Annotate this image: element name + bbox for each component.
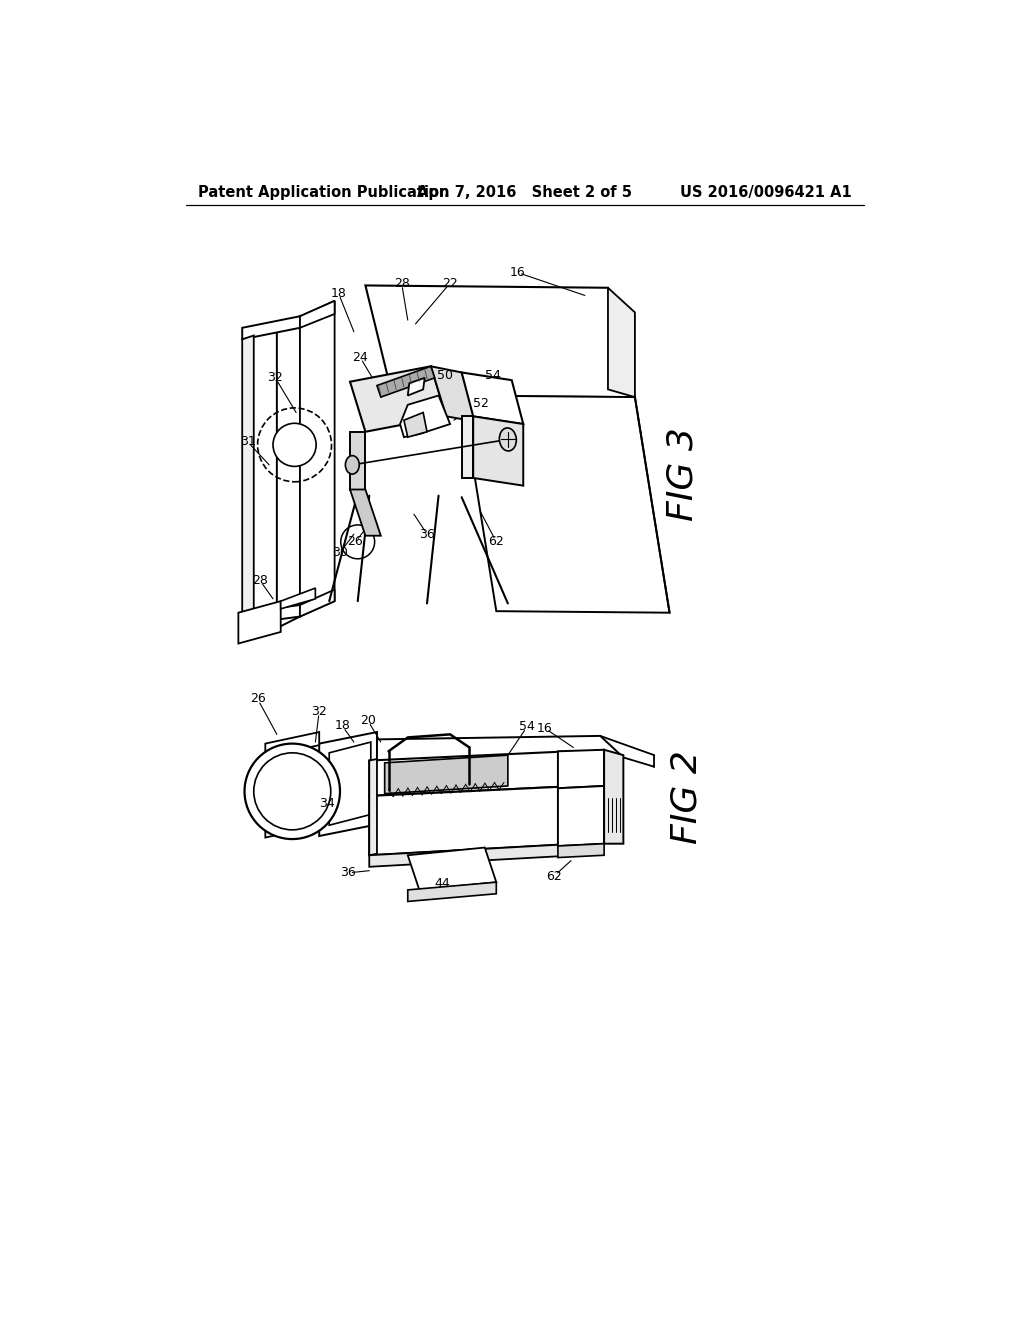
Polygon shape [350,432,366,490]
Polygon shape [604,750,624,843]
Ellipse shape [500,428,516,451]
Text: 62: 62 [488,536,504,548]
Polygon shape [243,317,300,339]
Text: 50: 50 [436,370,453,381]
Text: 24: 24 [352,351,368,363]
Text: 28: 28 [252,574,268,587]
Text: 34: 34 [319,797,335,810]
Text: 36: 36 [419,528,435,541]
Polygon shape [300,301,335,327]
Polygon shape [408,378,425,396]
Text: 28: 28 [393,277,410,289]
Text: 44: 44 [434,878,451,890]
Text: US 2016/0096421 A1: US 2016/0096421 A1 [680,185,851,199]
Text: FIG 3: FIG 3 [666,428,699,521]
Circle shape [254,752,331,830]
Polygon shape [462,372,523,424]
Polygon shape [377,367,435,397]
Polygon shape [281,589,315,609]
Polygon shape [408,847,497,890]
Polygon shape [385,755,508,793]
Polygon shape [462,396,670,612]
Text: 52: 52 [473,397,488,409]
Polygon shape [243,605,300,624]
Polygon shape [370,785,578,855]
Polygon shape [330,742,371,825]
Polygon shape [431,367,477,422]
Polygon shape [400,396,451,437]
Text: 26: 26 [250,693,265,705]
Polygon shape [300,301,335,616]
Polygon shape [366,285,635,397]
Polygon shape [473,416,523,486]
Polygon shape [243,335,254,612]
Text: 16: 16 [537,722,553,735]
Text: 54: 54 [484,370,501,381]
Text: 16: 16 [509,265,525,279]
Polygon shape [350,490,381,536]
Text: 62: 62 [546,870,562,883]
Polygon shape [265,813,319,838]
Polygon shape [558,750,604,788]
Text: Apr. 7, 2016   Sheet 2 of 5: Apr. 7, 2016 Sheet 2 of 5 [418,185,632,199]
Circle shape [273,424,316,466]
Polygon shape [276,317,300,628]
Polygon shape [350,367,446,432]
Polygon shape [558,785,604,846]
Text: 18: 18 [335,719,350,733]
Polygon shape [408,882,497,902]
Polygon shape [300,590,335,616]
Text: 54: 54 [519,721,536,733]
Polygon shape [462,416,473,478]
Text: 32: 32 [267,371,284,384]
Polygon shape [608,288,635,397]
Polygon shape [370,843,578,867]
Text: 26: 26 [347,536,364,548]
Text: 18: 18 [331,286,346,300]
Text: Patent Application Publication: Patent Application Publication [199,185,450,199]
Polygon shape [354,737,624,760]
Polygon shape [370,751,578,796]
Polygon shape [239,601,281,644]
Ellipse shape [345,455,359,474]
Polygon shape [265,752,280,829]
Text: FIG 2: FIG 2 [670,751,703,845]
Polygon shape [319,733,377,836]
Text: 20: 20 [359,714,376,727]
Polygon shape [558,843,604,858]
Polygon shape [403,412,427,437]
Text: 31: 31 [240,436,255,449]
Text: 32: 32 [311,705,327,718]
Polygon shape [370,759,377,855]
Circle shape [245,743,340,840]
Polygon shape [265,733,319,756]
Text: 36: 36 [340,866,355,879]
Text: 30: 30 [332,546,348,560]
Text: 22: 22 [442,277,458,289]
